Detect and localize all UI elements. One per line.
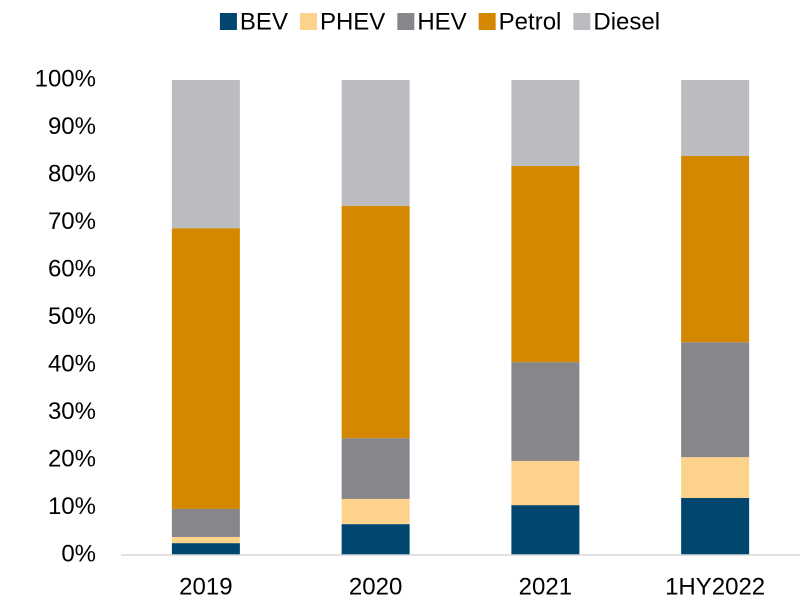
- y-tick-label: 100%: [35, 65, 96, 92]
- y-tick-label: 90%: [48, 113, 96, 140]
- bar-segment: [171, 80, 240, 229]
- bar-segment: [681, 156, 750, 343]
- bar-segment: [681, 457, 750, 498]
- y-tick-label: 40%: [48, 350, 96, 377]
- bar-segment: [171, 228, 240, 509]
- y-tick-label: 80%: [48, 160, 96, 187]
- bar-segment: [511, 362, 580, 461]
- bar-segment: [341, 498, 410, 525]
- bar-segment: [341, 524, 410, 555]
- y-tick-label: 70%: [48, 208, 96, 235]
- y-tick-label: 50%: [48, 303, 96, 330]
- x-tick-label: 1HY2022: [665, 573, 765, 600]
- bar-segment: [511, 165, 580, 363]
- legend-label: Petrol: [499, 8, 562, 35]
- y-tick-label: 30%: [48, 398, 96, 425]
- x-tick-label: 2020: [349, 573, 402, 600]
- y-tick-label: 60%: [48, 255, 96, 282]
- bar-segment: [171, 536, 240, 544]
- y-tick-label: 10%: [48, 493, 96, 520]
- bar-segment: [511, 505, 580, 555]
- bar-segment: [681, 498, 750, 555]
- bar-segment: [681, 342, 750, 458]
- x-tick-label: 2019: [179, 573, 232, 600]
- legend-label: BEV: [240, 8, 288, 35]
- bar-segment: [511, 80, 580, 166]
- bar-segment: [171, 508, 240, 537]
- bar-segment: [341, 438, 410, 499]
- bar-segment: [341, 205, 410, 439]
- y-tick-label: 20%: [48, 445, 96, 472]
- legend-label: Diesel: [593, 8, 660, 35]
- legend-swatch: [397, 13, 415, 30]
- bar-segment: [341, 80, 410, 206]
- legend-label: PHEV: [320, 8, 385, 35]
- x-tick-label: 2021: [519, 573, 572, 600]
- y-tick-label: 0%: [61, 540, 96, 567]
- legend: BEV PHEV HEV Petrol Diesel: [219, 8, 660, 35]
- legend-label: HEV: [417, 8, 466, 35]
- legend-swatch: [219, 13, 237, 30]
- bar-segment: [681, 80, 750, 156]
- legend-swatch: [478, 13, 496, 30]
- legend-swatch: [573, 13, 591, 30]
- legend-swatch: [299, 13, 317, 30]
- bar-segment: [171, 543, 240, 555]
- bar-segment: [511, 460, 580, 506]
